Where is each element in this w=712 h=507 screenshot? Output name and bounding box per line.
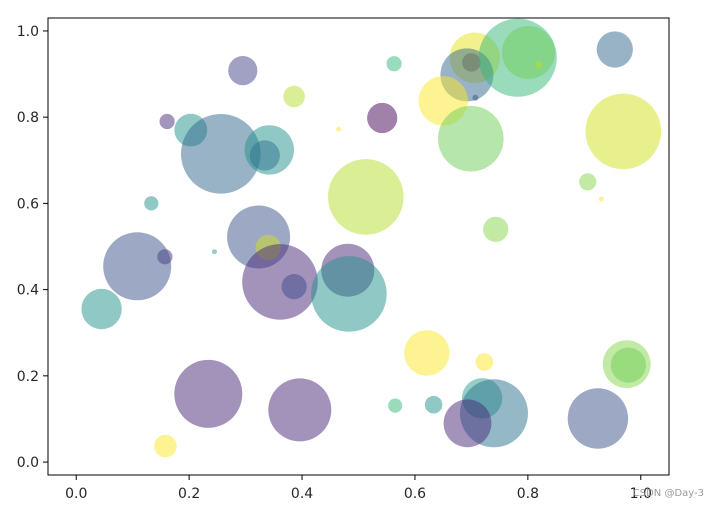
y-tick-label-5: 1.0: [17, 24, 39, 40]
y-tick-label-0: 0.0: [17, 455, 39, 471]
scatter-point-42: [388, 398, 403, 413]
scatter-point-41: [268, 378, 332, 442]
scatter-point-39: [610, 347, 647, 383]
scatter-point-37: [475, 353, 494, 371]
scatter-point-19: [438, 105, 504, 172]
scatter-point-9: [596, 31, 633, 68]
scatter-point-25: [483, 216, 509, 242]
x-tick-label-0: 0.0: [65, 486, 87, 502]
y-tick-label-4: 0.8: [17, 110, 39, 126]
scatter-point-34: [311, 256, 387, 332]
y-tick-label-2: 0.4: [17, 283, 39, 299]
scatter-point-46: [443, 399, 492, 448]
y-tick-label-3: 0.6: [17, 196, 39, 212]
scatter-point-12: [181, 114, 261, 194]
scatter-point-24: [598, 196, 604, 202]
y-axis: 0.0 0.2 0.4 0.6 0.8 1.0: [17, 24, 48, 471]
scatter-point-31: [242, 244, 318, 320]
scatter-point-35: [81, 288, 122, 330]
scatter-point-28: [212, 249, 217, 255]
scatter-point-30: [103, 232, 172, 301]
scatter-point-47: [567, 388, 629, 449]
x-tick-label-2: 0.4: [291, 486, 313, 502]
x-tick-label-3: 0.6: [404, 486, 426, 502]
x-tick-label-4: 0.8: [517, 486, 539, 502]
scatter-point-8: [534, 61, 543, 69]
x-tick-label-5: 1.0: [630, 486, 652, 502]
scatter-point-21: [328, 159, 404, 235]
scatter-point-36: [404, 330, 450, 376]
scatter-point-0: [228, 56, 258, 86]
scatter-point-10: [159, 113, 175, 130]
scatter-point-20: [585, 93, 662, 170]
scatter-point-32: [281, 274, 307, 300]
scatter-point-48: [154, 434, 177, 458]
x-tick-label-1: 0.2: [178, 486, 200, 502]
scatter-point-40: [174, 359, 243, 428]
watermark: CSDN @Day-3: [633, 488, 704, 499]
y-tick-label-1: 0.2: [17, 369, 39, 385]
points-layer: [81, 18, 662, 458]
scatter-point-22: [144, 196, 159, 211]
scatter-point-43: [424, 395, 443, 414]
scatter-point-23: [579, 173, 597, 191]
scatter-point-15: [336, 126, 342, 132]
scatter-point-2: [386, 56, 402, 72]
x-axis: 0.0 0.2 0.4 0.6 0.8 1.0: [65, 475, 652, 502]
scatter-point-1: [283, 85, 305, 108]
scatter-point-18: [472, 94, 479, 101]
scatter-point-7: [501, 26, 555, 79]
scatter-point-14: [249, 140, 280, 171]
scatter-point-16: [367, 102, 398, 134]
axes-frame: [47, 17, 670, 476]
